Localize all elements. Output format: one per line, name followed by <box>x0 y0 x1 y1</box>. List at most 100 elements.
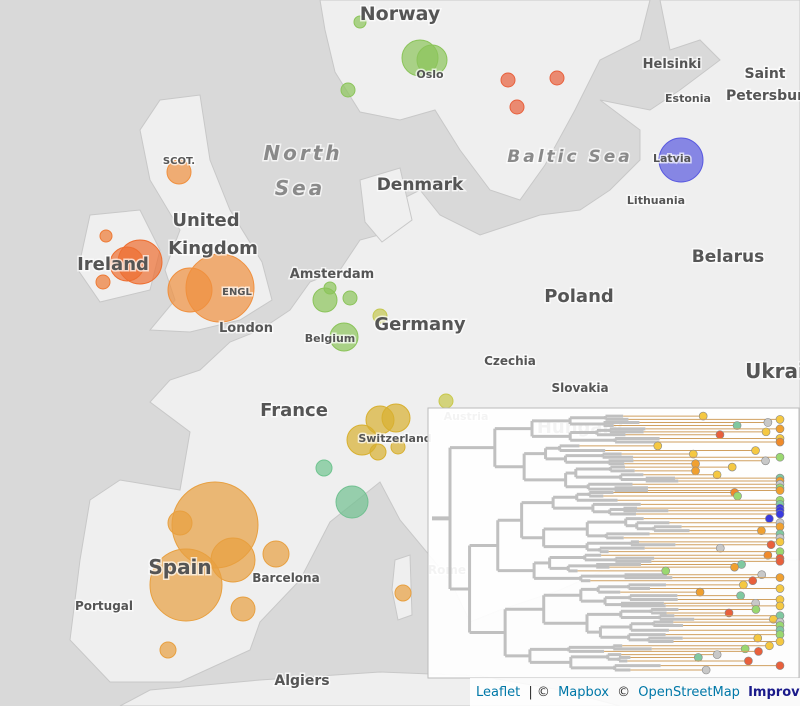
place-label: Norway <box>360 3 441 25</box>
cluster <box>230 596 256 622</box>
mapbox-link[interactable]: Mapbox <box>558 685 609 700</box>
cluster <box>149 548 223 622</box>
tip <box>695 587 705 597</box>
tip <box>732 421 742 430</box>
tip <box>712 470 722 480</box>
leaflet-link[interactable]: Leaflet <box>476 685 520 700</box>
place-label: Kingdom <box>168 238 258 259</box>
place-label: Ireland <box>77 254 149 275</box>
tip <box>775 537 785 547</box>
tip <box>712 650 722 659</box>
tip <box>727 462 737 472</box>
cluster <box>381 403 411 433</box>
tip <box>775 424 785 434</box>
cluster <box>335 485 369 519</box>
place-label: ENGL <box>222 287 252 298</box>
place-label: SCOT. <box>163 156 195 167</box>
cluster <box>438 393 454 409</box>
cluster <box>416 44 448 76</box>
cluster <box>99 229 113 243</box>
tip <box>701 665 711 675</box>
tip <box>765 514 774 523</box>
cluster <box>159 641 177 659</box>
cluster <box>329 322 359 352</box>
place-label: Saint <box>745 66 786 82</box>
cluster <box>340 82 356 98</box>
place-label: Lithuania <box>627 194 685 207</box>
cluster <box>390 439 406 455</box>
place-labels: Norway Oslo Helsinki Saint Petersburg Estonia… <box>73 2 800 691</box>
place-label: Belarus <box>692 247 764 267</box>
tip <box>744 656 753 666</box>
tip <box>766 540 776 550</box>
place-label: Oslo <box>416 68 444 81</box>
tip <box>775 522 785 532</box>
place-label: Barcelona <box>252 571 319 585</box>
tip <box>757 570 767 579</box>
tip <box>754 647 763 656</box>
cluster <box>167 510 193 536</box>
tip <box>715 430 725 440</box>
improve-link[interactable]: Improve <box>748 685 800 700</box>
place-label: Belgium <box>305 332 356 345</box>
place-label: Petersburg <box>726 88 800 104</box>
place-label: Baltic Sea <box>507 147 632 167</box>
cluster <box>95 274 111 290</box>
cluster <box>315 459 333 477</box>
place-label: Sea <box>275 176 325 200</box>
tip <box>739 580 748 590</box>
place-label: Latvia <box>653 152 691 165</box>
place-label: London <box>219 321 273 336</box>
place-label: Amsterdam <box>290 267 374 282</box>
clusters <box>95 15 704 659</box>
place-label: Czechia <box>484 354 536 368</box>
tip <box>736 591 745 600</box>
tip <box>716 543 725 553</box>
tip <box>775 509 785 519</box>
place-label: Estonia <box>665 92 711 105</box>
tip <box>761 427 771 437</box>
place-label: Denmark <box>377 175 464 195</box>
tip <box>698 411 708 421</box>
cluster <box>342 290 358 306</box>
tip <box>775 437 785 447</box>
tip <box>775 452 785 462</box>
place-label: Helsinki <box>643 57 702 72</box>
denmark <box>359 167 413 243</box>
cluster <box>185 253 255 323</box>
tip <box>748 576 758 586</box>
tip <box>653 441 663 451</box>
cluster <box>549 70 565 86</box>
cluster <box>369 443 387 461</box>
tree-inset[interactable] <box>427 407 800 679</box>
cluster <box>109 246 145 282</box>
cluster <box>353 15 367 29</box>
tip <box>730 562 739 572</box>
place-label: United <box>172 210 239 231</box>
cluster <box>346 424 378 456</box>
tip <box>733 491 742 501</box>
tip <box>751 446 760 455</box>
tip <box>775 557 785 566</box>
tip <box>775 637 785 646</box>
attribution: Leaflet | © Mapbox © OpenStreetMap Impro… <box>476 685 800 700</box>
place-label: Algiers <box>274 673 329 689</box>
tip <box>775 601 785 611</box>
place-label: Ukrai <box>745 359 800 383</box>
tip <box>761 456 770 466</box>
tip <box>775 573 785 582</box>
place-label: Spain <box>148 555 211 579</box>
place-label: Switzerland <box>358 432 431 445</box>
cluster <box>500 72 516 88</box>
cluster <box>312 287 338 313</box>
cluster <box>210 537 256 583</box>
cluster <box>658 137 704 183</box>
tip <box>765 641 774 651</box>
separator: | © <box>528 685 550 700</box>
tip <box>763 418 773 427</box>
cluster <box>394 584 412 602</box>
tip <box>691 459 700 469</box>
osm-link[interactable]: OpenStreetMap <box>638 685 740 700</box>
place-label: France <box>260 400 328 421</box>
